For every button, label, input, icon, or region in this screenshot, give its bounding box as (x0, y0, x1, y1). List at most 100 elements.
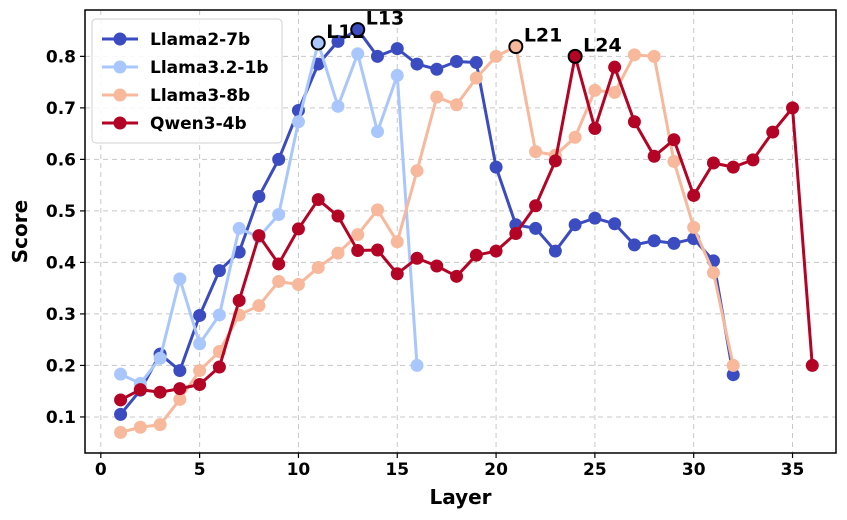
y-tick-label: 0.1 (46, 408, 76, 428)
x-tick-label: 30 (682, 460, 706, 480)
data-point-llama3-8b (193, 364, 207, 378)
data-point-llama3-8b (153, 418, 167, 432)
data-point-llama3-8b (272, 274, 286, 288)
data-point-llama2-7b (173, 364, 187, 378)
series-line-llama3-2-1b (119, 41, 419, 385)
x-tick-label: 35 (781, 460, 805, 480)
data-point-qwen3-4b (509, 227, 523, 241)
legend-entry-label: Qwen3-4b (150, 114, 247, 134)
data-point-llama3-8b (331, 246, 345, 260)
data-point-qwen3-4b (370, 243, 384, 257)
y-tick-label: 0.5 (46, 202, 76, 222)
data-point-llama3-8b (390, 235, 404, 249)
series-layer (114, 23, 819, 439)
data-point-llama3-8b (173, 392, 187, 406)
data-point-llama3-2-1b (410, 358, 424, 372)
legend-entry-label: Llama3-8b (150, 86, 250, 106)
data-point-qwen3-4b (529, 199, 543, 213)
data-point-qwen3-4b (687, 188, 701, 202)
data-point-llama3-8b (667, 154, 681, 168)
data-point-qwen3-4b (133, 383, 147, 397)
data-point-llama2-7b (608, 217, 622, 231)
data-point-llama2-7b (726, 368, 740, 382)
data-point-llama3-2-1b (212, 308, 226, 322)
legend-entry-label: Llama2-7b (150, 30, 250, 50)
data-point-qwen3-4b (469, 248, 483, 262)
x-tick-label: 0 (95, 460, 107, 480)
data-point-qwen3-4b (746, 153, 760, 167)
data-point-qwen3-4b (430, 259, 444, 273)
data-point-llama3-8b (114, 425, 128, 439)
data-point-qwen3-4b (489, 244, 503, 258)
data-point-qwen3-4b (410, 251, 424, 265)
data-point-qwen3-4b (647, 149, 661, 163)
data-point-llama3-8b (311, 261, 325, 275)
data-point-qwen3-4b (390, 267, 404, 281)
y-tick-label: 0.2 (46, 356, 76, 376)
data-point-llama3-2-1b (390, 68, 404, 82)
legend-swatch-marker (113, 32, 127, 46)
data-point-llama2-7b (410, 57, 424, 71)
axis-ticks: 0 5 10 15 20 25 30 35 0.1 0.2 0.3 0.4 0.5 0.6 0.7 0.8 (46, 47, 804, 480)
data-point-llama3-8b (529, 145, 543, 159)
data-point-llama3-2-1b (173, 272, 187, 286)
data-point-qwen3-4b (548, 154, 562, 168)
legend-swatch-marker (113, 60, 127, 74)
data-point-qwen3-4b (114, 393, 128, 407)
data-point-qwen3-4b (766, 125, 780, 139)
data-point-llama3-2-1b (153, 351, 167, 365)
data-point-llama3-8b (469, 71, 483, 85)
data-point-qwen3-4b (252, 229, 266, 243)
data-point-llama3-8b (410, 164, 424, 178)
data-point-llama3-8b (291, 278, 305, 292)
data-point-llama2-7b (568, 218, 582, 232)
data-point-llama3-8b (687, 220, 701, 234)
data-point-llama3-8b (489, 49, 503, 63)
peak-marker (508, 39, 524, 55)
legend-entry-label: Llama3.2-1b (150, 58, 269, 78)
x-axis-label: Layer (429, 485, 491, 509)
data-point-llama2-7b (647, 234, 661, 248)
legend-swatch-marker (113, 88, 127, 102)
data-point-llama3-8b (252, 299, 266, 313)
data-point-llama3-8b (568, 130, 582, 144)
peak-annotation-label: L21 (524, 25, 563, 47)
data-point-llama3-8b (726, 358, 740, 372)
data-point-llama2-7b (370, 49, 384, 63)
data-point-llama3-2-1b (331, 99, 345, 113)
data-point-qwen3-4b (232, 294, 246, 308)
peak-marker (567, 48, 583, 64)
data-point-qwen3-4b (726, 160, 740, 174)
data-point-qwen3-4b (311, 193, 325, 207)
peak-marker (350, 22, 366, 38)
data-point-qwen3-4b (331, 209, 345, 223)
data-point-llama3-2-1b (114, 367, 128, 381)
data-point-llama3-8b (133, 420, 147, 434)
data-point-llama3-8b (647, 49, 661, 63)
data-point-qwen3-4b (212, 360, 226, 374)
x-tick-label: 10 (287, 460, 311, 480)
plot-frame (84, 9, 837, 454)
legend: Llama2-7b Llama3.2-1b Llama3-8b Qwen3-4b (91, 18, 283, 144)
data-point-llama3-8b (370, 203, 384, 217)
x-tick-label: 5 (194, 460, 206, 480)
data-point-llama3-8b (608, 85, 622, 99)
data-point-llama3-2-1b (232, 221, 246, 235)
data-point-llama2-7b (430, 62, 444, 76)
data-point-llama2-7b (627, 238, 641, 252)
data-point-qwen3-4b (272, 257, 286, 271)
data-point-llama2-7b (114, 407, 128, 421)
y-tick-label: 0.7 (46, 99, 76, 119)
data-point-qwen3-4b (805, 358, 819, 372)
data-point-llama3-2-1b (291, 115, 305, 129)
data-point-qwen3-4b (173, 382, 187, 396)
data-point-llama2-7b (252, 189, 266, 203)
data-point-qwen3-4b (588, 121, 602, 135)
peak-annotation-label: L24 (583, 34, 622, 56)
series-line-llama3-8b (120, 45, 735, 434)
data-point-llama3-2-1b (370, 125, 384, 139)
data-point-llama3-8b (706, 266, 720, 280)
data-point-qwen3-4b (351, 244, 365, 258)
